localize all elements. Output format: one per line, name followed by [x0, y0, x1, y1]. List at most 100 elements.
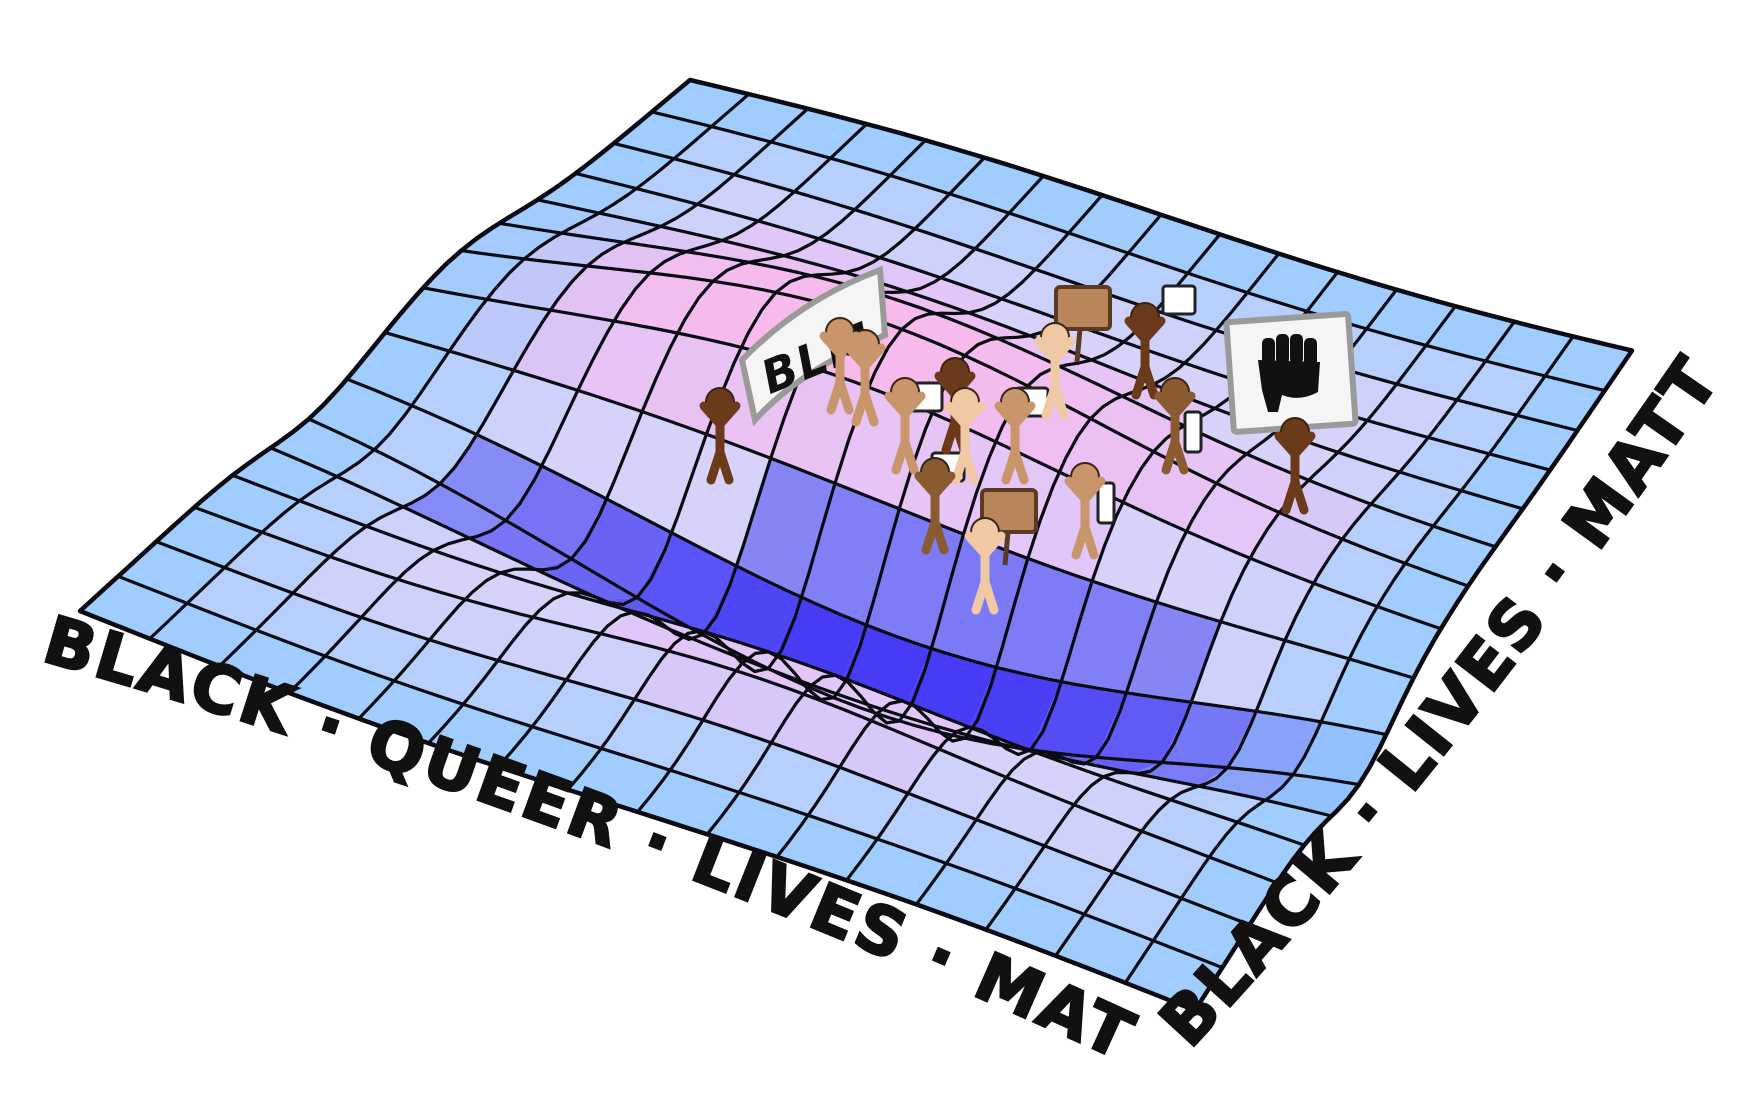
- protester-figure: [699, 387, 741, 485]
- grid-cell: [532, 679, 635, 749]
- grid-cell: [308, 379, 412, 450]
- grid-cell: [1128, 214, 1220, 274]
- grid-cell: [262, 500, 367, 557]
- grid-cell: [299, 476, 404, 527]
- grid-line: [307, 417, 1361, 787]
- protester-figure: [964, 517, 1006, 615]
- grid-cell: [505, 465, 607, 559]
- grid-cell: [845, 257, 941, 292]
- grid-cell: [601, 699, 703, 771]
- grid-line: [154, 540, 1252, 927]
- grid-cell: [1126, 602, 1221, 703]
- grid-cell: [403, 483, 506, 539]
- grid-cell: [1396, 345, 1486, 400]
- grid-cell: [1256, 640, 1350, 722]
- grid-cell: [1044, 804, 1142, 872]
- grid-cell: [771, 694, 871, 768]
- protester-figure: [1034, 322, 1076, 420]
- grid-cell: [1220, 558, 1314, 641]
- grid-cell: [1187, 234, 1279, 293]
- grid-cell: [1184, 408, 1277, 454]
- grid-cell: [329, 526, 434, 580]
- grid-cell: [872, 291, 969, 314]
- grid-cell: [1377, 563, 1469, 629]
- grid-cell: [1336, 328, 1426, 384]
- grid-line: [116, 574, 1224, 970]
- grid-line: [1123, 334, 1575, 985]
- grid-cell: [397, 550, 501, 600]
- protester-figure: [884, 377, 926, 475]
- grid-cell: [463, 660, 567, 727]
- protester-figure: [819, 317, 861, 415]
- grid-cell: [1074, 776, 1171, 832]
- grid-cell: [149, 603, 257, 667]
- grid-cell: [968, 298, 1063, 336]
- grid-cell: [1293, 721, 1387, 785]
- grid-cell: [613, 272, 713, 333]
- grid-surface-lines: [78, 78, 1634, 1012]
- protester-figure: [994, 387, 1036, 485]
- grid-cell: [964, 338, 1060, 386]
- grid-cell: [1489, 415, 1578, 471]
- grid-cell: [423, 250, 525, 300]
- grid-line: [345, 377, 1388, 737]
- grid-cell: [1125, 940, 1223, 1011]
- protester-figure: [1274, 417, 1316, 515]
- grid-line: [230, 473, 1306, 847]
- grid-cell: [433, 538, 536, 573]
- grid-cell: [1349, 606, 1441, 678]
- grid-cell: [1090, 396, 1185, 452]
- grid-line: [192, 505, 1279, 885]
- raised-fist-icon: [1258, 334, 1320, 412]
- grid-cell: [1153, 363, 1246, 409]
- grid-cell: [1061, 581, 1157, 693]
- grid-surface-outline: [77, 77, 1635, 1013]
- grid-cell: [440, 434, 542, 521]
- grid-cell: [1456, 361, 1546, 416]
- grid-cell: [1156, 531, 1250, 622]
- grid-cell: [901, 313, 998, 356]
- grid-cell: [1006, 752, 1104, 805]
- grid-cell: [1517, 376, 1605, 431]
- grid-cell: [1068, 195, 1161, 254]
- grid-cell: [935, 312, 1031, 339]
- grid-cell: [739, 742, 840, 816]
- grid-cell: [429, 599, 533, 661]
- grid-cell: [219, 630, 326, 693]
- grid-cell: [1367, 384, 1457, 438]
- protester-figure: [1124, 302, 1166, 400]
- grid-line: [383, 331, 1416, 680]
- grid-line: [269, 446, 1334, 818]
- grid-cell: [1461, 453, 1551, 509]
- grid-surface-cells: [80, 80, 1632, 1011]
- grid-cell: [1198, 767, 1294, 801]
- grid-cell: [469, 520, 572, 570]
- grid-cell: [1366, 289, 1456, 346]
- grid-cell: [80, 576, 188, 639]
- grid-cell: [907, 277, 1002, 313]
- grid-cell: [1103, 773, 1199, 800]
- grid-cell: [194, 475, 300, 533]
- grid-cell: [1428, 399, 1518, 454]
- grid-cell: [1426, 306, 1515, 361]
- grid-cell: [156, 507, 262, 568]
- protester-figure: [1154, 377, 1196, 475]
- grid-line: [775, 252, 1281, 859]
- grid-line: [984, 304, 1457, 932]
- protester-figure: [944, 387, 986, 485]
- grid-cell: [1284, 583, 1378, 659]
- grid-cell: [535, 558, 637, 600]
- grid-cell: [1545, 336, 1632, 391]
- grid-cell: [1247, 253, 1338, 312]
- grid-cell: [1059, 359, 1154, 397]
- grid-cell: [1485, 321, 1574, 376]
- grid-cell: [1321, 659, 1414, 735]
- grid-cell: [634, 650, 736, 720]
- grid-cell: [486, 258, 588, 311]
- grid-cell: [1009, 176, 1103, 233]
- protester-figure: [1064, 462, 1106, 560]
- grid-cell: [270, 419, 375, 477]
- wooden-sign-1: [1054, 285, 1112, 363]
- grid-cell: [550, 266, 650, 321]
